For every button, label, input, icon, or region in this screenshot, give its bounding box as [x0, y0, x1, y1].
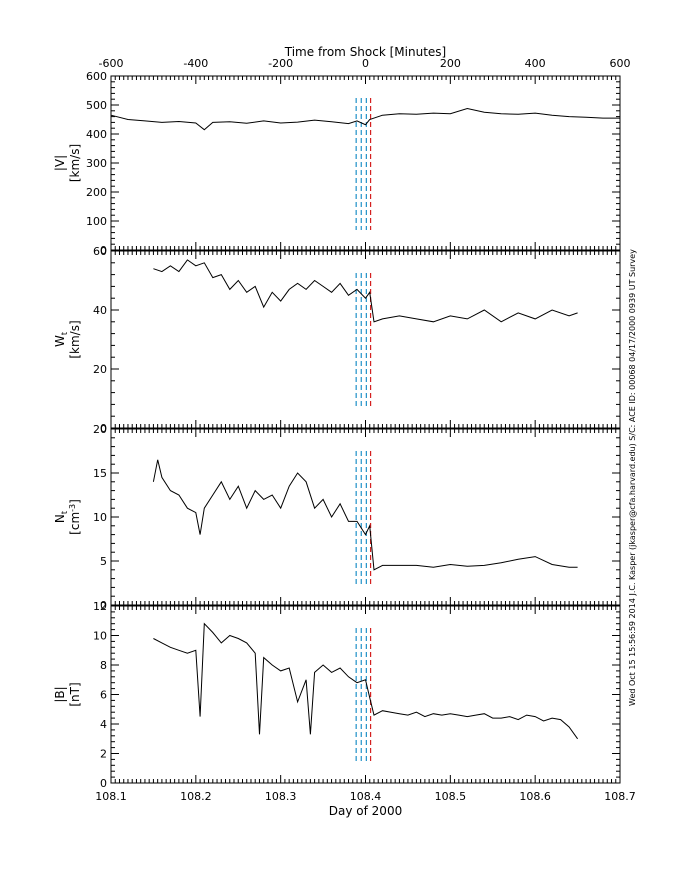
y-tick-label: 400 — [86, 128, 107, 141]
side-annotation: Wed Oct 15 15:56:59 2014 J.C. Kasper (jk… — [628, 249, 637, 706]
y-axis-unit: [cm-3] — [68, 499, 82, 535]
y-axis-unit: [km/s] — [68, 144, 82, 182]
y-tick-label: 300 — [86, 157, 107, 170]
series-line — [110, 107, 620, 131]
x-tick-label: 108.7 — [604, 790, 636, 803]
y-axis-unit: [nT] — [68, 682, 82, 706]
y-tick-label: 20 — [93, 363, 107, 376]
top-tick-label: -400 — [183, 57, 208, 70]
y-axis-label: Wt — [53, 332, 69, 347]
top-tick-label: 200 — [440, 57, 461, 70]
y-tick-label: 12 — [93, 600, 107, 613]
x-tick-label: 108.1 — [95, 790, 127, 803]
y-tick-label: 60 — [93, 245, 107, 258]
y-axis-label: |V| — [53, 155, 67, 171]
y-tick-label: 0 — [100, 422, 107, 435]
y-tick-label: 5 — [100, 555, 107, 568]
series-line — [153, 622, 579, 740]
y-axis-label: Nt — [53, 511, 69, 523]
top-tick-label: -600 — [99, 57, 124, 70]
y-tick-label: 10 — [93, 511, 107, 524]
panel-frame — [110, 605, 621, 784]
y-tick-label: 4 — [100, 718, 107, 731]
x-tick-label: 108.4 — [350, 790, 382, 803]
x-tick-label: 108.5 — [435, 790, 467, 803]
top-axis-label: Time from Shock [Minutes] — [284, 45, 446, 59]
y-tick-label: 20 — [93, 423, 107, 436]
y-tick-label: 100 — [86, 215, 107, 228]
series-line — [152, 459, 578, 571]
y-axis-unit: [km/s] — [68, 320, 82, 358]
panel-frame — [110, 428, 621, 606]
y-tick-label: 0 — [100, 244, 107, 257]
y-tick-label: 10 — [93, 630, 107, 643]
top-tick-label: -200 — [268, 57, 293, 70]
y-tick-label: 6 — [100, 689, 107, 702]
top-tick-label: 0 — [362, 57, 369, 70]
x-tick-label: 108.6 — [519, 790, 551, 803]
top-tick-label: 600 — [610, 57, 631, 70]
panel-frame — [110, 250, 621, 429]
y-tick-label: 2 — [100, 748, 107, 761]
x-axis-label: Day of 2000 — [329, 804, 402, 818]
y-tick-label: 0 — [100, 777, 107, 790]
y-tick-label: 500 — [86, 99, 107, 112]
y-tick-label: 15 — [93, 467, 107, 480]
y-tick-label: 8 — [100, 659, 107, 672]
y-tick-label: 0 — [100, 599, 107, 612]
y-tick-label: 200 — [86, 186, 107, 199]
y-tick-label: 600 — [86, 70, 107, 83]
y-axis-label: |B| — [53, 686, 67, 702]
series-line — [153, 259, 578, 323]
top-tick-label: 400 — [525, 57, 546, 70]
panel-frame — [110, 75, 621, 251]
x-tick-label: 108.3 — [265, 790, 297, 803]
y-tick-label: 40 — [93, 304, 107, 317]
x-tick-label: 108.2 — [180, 790, 212, 803]
